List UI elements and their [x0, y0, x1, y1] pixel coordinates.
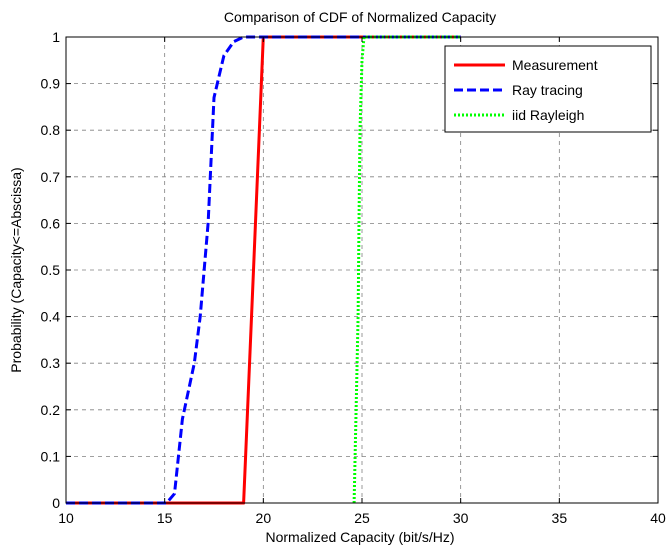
x-tick-label: 20: [256, 510, 272, 526]
y-tick-label: 0.3: [41, 355, 61, 371]
y-tick-label: 0.6: [41, 215, 61, 231]
series-line-ray-tracing: [66, 35, 461, 505]
y-tick-label: 0.9: [41, 76, 61, 92]
y-axis-label: Probability (Capacity<=Abscissa): [8, 167, 24, 372]
y-tick-label: 0.7: [41, 169, 61, 185]
x-tick-label: 25: [354, 510, 370, 526]
y-tick-label: 0.2: [41, 402, 61, 418]
series-line-iid-rayleigh: [352, 35, 461, 504]
x-tick-label: 35: [552, 510, 568, 526]
ticks: 10 15 20 25 30 35 40 0 0.1 0.2 0.3 0.4 0.5 0.6 0.7 0.8 0…: [41, 29, 666, 526]
legend-box: [444, 45, 652, 133]
grid: [66, 37, 658, 503]
legend-label: iid Rayleigh: [512, 107, 584, 123]
x-tick-label: 40: [650, 510, 666, 526]
y-tick-label: 0.4: [41, 309, 61, 325]
chart-title: Comparison of CDF of Normalized Capacity: [224, 9, 496, 25]
x-tick-label: 15: [157, 510, 173, 526]
legend: Measurement Ray tracing iid Rayleigh: [444, 45, 652, 133]
x-tick-label: 30: [453, 510, 469, 526]
y-tick-label: 0.8: [41, 122, 61, 138]
y-tick-label: 0.5: [41, 262, 61, 278]
y-tick-label: 0: [52, 495, 60, 511]
x-tick-label: 10: [58, 510, 74, 526]
x-axis-label: Normalized Capacity (bit/s/Hz): [265, 529, 454, 545]
y-tick-label: 0.1: [41, 448, 61, 464]
legend-label: Ray tracing: [512, 82, 583, 98]
legend-label: Measurement: [512, 57, 598, 73]
y-tick-label: 1: [52, 29, 60, 45]
